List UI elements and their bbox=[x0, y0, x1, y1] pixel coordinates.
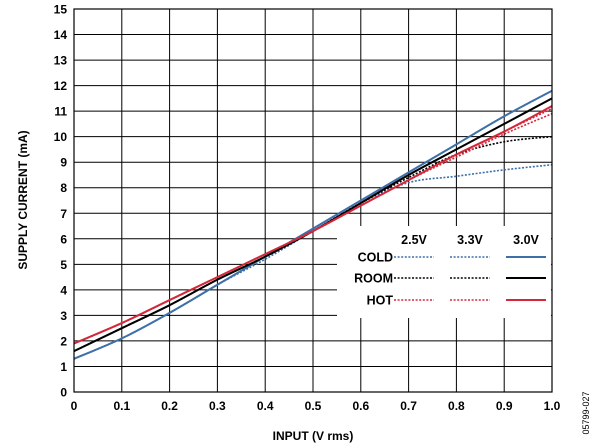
legend-row-label: ROOM bbox=[354, 272, 393, 286]
x-tick-label: 0.9 bbox=[496, 399, 513, 413]
y-tick-label: 9 bbox=[60, 156, 67, 170]
y-tick-label: 5 bbox=[60, 258, 67, 272]
y-tick-label: 13 bbox=[54, 54, 68, 68]
legend-column-header: 3.0V bbox=[513, 233, 539, 247]
y-tick-label: 10 bbox=[54, 130, 68, 144]
y-tick-label: 2 bbox=[60, 334, 67, 348]
y-tick-label: 15 bbox=[54, 3, 68, 17]
x-axis-title: INPUT (V rms) bbox=[273, 429, 354, 443]
y-tick-label: 1 bbox=[60, 360, 67, 374]
y-tick-label: 3 bbox=[60, 309, 67, 323]
legend-row-label: HOT bbox=[367, 294, 394, 308]
legend-column-header: 2.5V bbox=[401, 233, 427, 247]
y-tick-label: 0 bbox=[60, 386, 67, 400]
plot-frame bbox=[73, 8, 553, 393]
x-tick-label: 0.1 bbox=[113, 399, 130, 413]
y-tick-label: 11 bbox=[54, 105, 67, 119]
y-axis-title: SUPPLY CURRENT (mA) bbox=[16, 130, 30, 269]
y-tick-label: 8 bbox=[60, 181, 67, 195]
y-tick-label: 6 bbox=[60, 232, 67, 246]
y-tick-label: 12 bbox=[54, 79, 68, 93]
legend-column-header: 3.3V bbox=[457, 233, 483, 247]
legend-background bbox=[337, 226, 551, 318]
y-tick-label: 4 bbox=[60, 283, 67, 297]
x-tick-label: 0 bbox=[71, 399, 78, 413]
legend-row-label: COLD bbox=[358, 251, 393, 265]
grid bbox=[73, 8, 553, 393]
series-layer bbox=[73, 89, 553, 360]
x-tick-labels: 0 0.1 0.2 0.3 0.4 0.5 0.6 0.7 0.8 0.9 1.0 bbox=[71, 399, 561, 413]
x-tick-label: 0.7 bbox=[400, 399, 417, 413]
x-tick-label: 1.0 bbox=[544, 399, 561, 413]
x-tick-label: 0.5 bbox=[305, 399, 322, 413]
x-tick-label: 0.6 bbox=[352, 399, 369, 413]
x-tick-label: 0.2 bbox=[161, 399, 178, 413]
y-tick-label: 14 bbox=[54, 28, 68, 42]
y-tick-label: 7 bbox=[60, 207, 67, 221]
figure-id: 05799-027 bbox=[581, 391, 591, 434]
x-tick-label: 0.4 bbox=[257, 399, 274, 413]
series-line-hot-3-0v bbox=[73, 105, 553, 345]
x-tick-label: 0.8 bbox=[448, 399, 465, 413]
x-tick-label: 0.3 bbox=[209, 399, 226, 413]
legend: 2.5V 3.3V 3.0V COLD ROOM HOT bbox=[337, 226, 551, 318]
series-line-cold-3-0v bbox=[73, 89, 553, 360]
